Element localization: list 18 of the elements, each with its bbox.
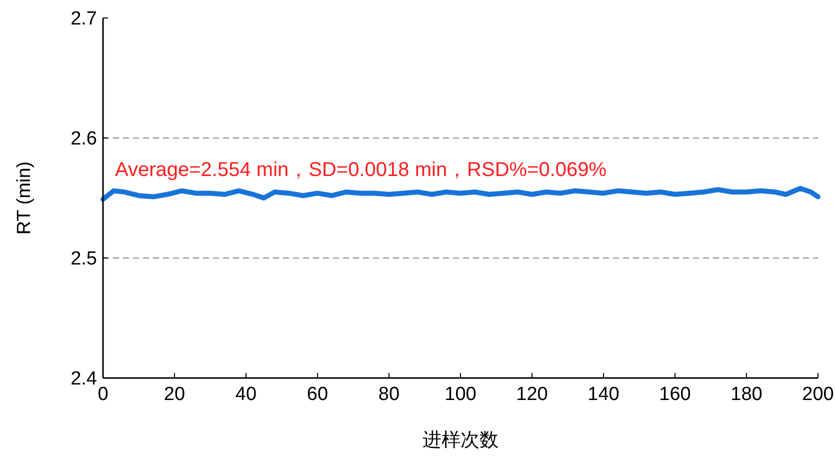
y-tick-label: 2.5: [70, 248, 97, 270]
x-tick-label: 120: [516, 384, 548, 405]
y-tick-label: 2.4: [70, 368, 98, 390]
x-tick-label: 40: [235, 384, 257, 405]
x-tick-label: 0: [98, 384, 108, 405]
y-tick-label: 2.6: [70, 128, 97, 150]
x-tick-label: 160: [659, 384, 691, 405]
x-tick-label: 60: [306, 384, 328, 405]
y-axis-title: RT (min): [14, 161, 35, 235]
annotation: Average=2.554 min，SD=0.0018 min，RSD%=0.069%: [115, 159, 607, 181]
x-tick-label: 180: [730, 384, 762, 405]
x-tick-label: 100: [444, 384, 476, 405]
x-tick-label: 140: [588, 384, 620, 405]
x-tick-label: 200: [802, 384, 834, 405]
x-tick-label: 20: [164, 384, 186, 405]
x-tick-label: 80: [378, 384, 400, 405]
y-tick-label: 2.7: [70, 8, 97, 30]
x-axis-title: 进样次数: [422, 430, 498, 451]
